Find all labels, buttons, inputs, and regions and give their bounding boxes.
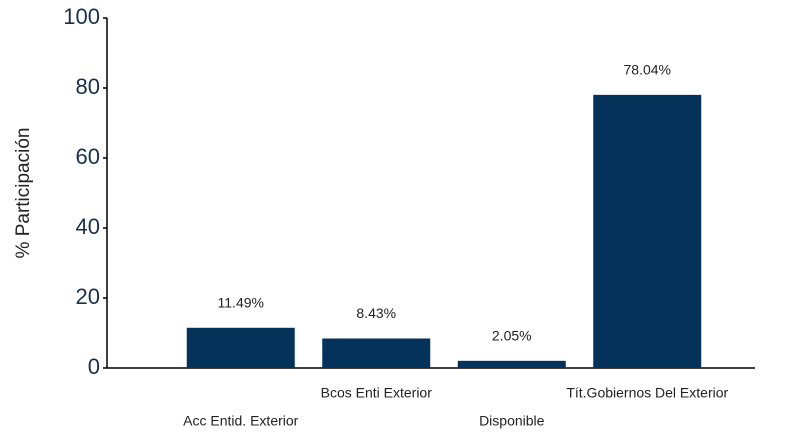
y-tick-label: 100: [63, 4, 100, 29]
y-tick-label: 40: [76, 214, 100, 239]
bar: [457, 360, 566, 368]
data-label: 2.05%: [492, 328, 532, 344]
data-label: 78.04%: [624, 62, 671, 78]
y-tick-label: 20: [76, 284, 100, 309]
y-tick-label: 60: [76, 144, 100, 169]
y-axis-label: % Participación: [13, 128, 34, 259]
x-tick-label: Bcos Enti Exterior: [321, 385, 433, 401]
data-label: 8.43%: [356, 305, 396, 321]
y-tick-label: 0: [88, 354, 100, 379]
bar: [593, 94, 702, 369]
bar: [186, 327, 295, 368]
x-tick-label: Disponible: [479, 413, 545, 429]
x-tick-label: Acc Entid. Exterior: [183, 413, 298, 429]
data-label: 11.49%: [218, 294, 264, 310]
y-tick-label: 80: [76, 74, 100, 99]
bar: [322, 338, 431, 368]
x-tick-label: Tít.Gobiernos Del Exterior: [566, 385, 728, 401]
